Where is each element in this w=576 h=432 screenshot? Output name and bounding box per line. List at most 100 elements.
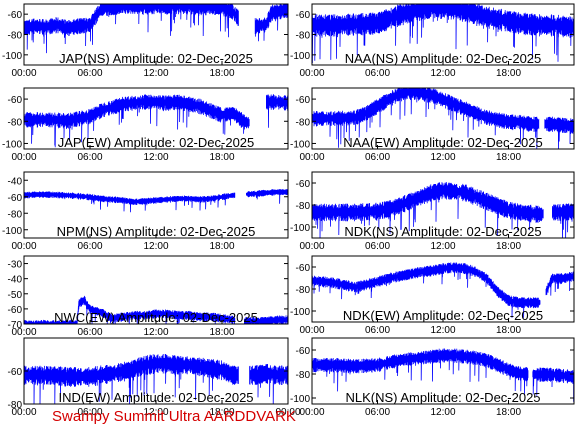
panel-9-ytick-label-2: -100: [290, 394, 310, 405]
panel-5-ytick-label-1: -80: [296, 201, 311, 212]
panel-5-series-0: [312, 182, 574, 238]
panel-9-ytick-label-0: -60: [296, 346, 311, 357]
panel-0-title: JAP(NS) Amplitude: 02-Dec-2025: [59, 51, 253, 66]
panel-7-xtick-label-2: 12:00: [430, 325, 455, 336]
panel-8-xtick-label-3: 18:00: [209, 407, 234, 418]
panel-2-xtick-label-0: 00:00: [11, 152, 36, 163]
panel-8-ytick-label-1: -80: [8, 400, 23, 411]
panel-5: -60 -80 -100 00:00 06:00 12:00 18:00 NDK(NS) Am…: [290, 171, 575, 252]
panel-2-series-0: [24, 94, 288, 148]
panel-5-xtick-label-0: 00:00: [299, 241, 324, 252]
panel-6-ytick-label-2: -50: [8, 290, 23, 301]
panel-7-xtick-label-1: 06:00: [365, 325, 390, 336]
panel-4-xtick-label-1: 06:00: [77, 241, 102, 252]
station-footer: Swampy Summit Ultra AARDDVARK: [52, 408, 296, 425]
panel-6-xtick-label-3: 18:00: [209, 327, 234, 338]
panel-8-ytick-label-0: -60: [8, 367, 23, 378]
panel-4-ytick-label-0: -40: [8, 176, 23, 187]
panel-1-title: NAA(NS) Amplitude: 02-Dec-2025: [345, 51, 542, 66]
panel-6-title: NWC(EW) Amplitude: 02-Dec-2025: [54, 310, 258, 325]
panel-9-xtick-label-1: 06:00: [365, 407, 390, 418]
panel-6-series-0: [24, 295, 288, 324]
panel-6-ytick-label-0: -30: [8, 260, 23, 271]
panel-3: -60 -80 -100 00:00 06:00 12:00 18:00 NAA(EW) Am…: [290, 87, 575, 163]
panel-2-ytick-label-0: -60: [8, 95, 23, 106]
panel-3-xtick-label-1: 06:00: [365, 152, 390, 163]
panel-7-xtick-label-0: 00:00: [299, 325, 324, 336]
panel-6-ytick-label-1: -40: [8, 275, 23, 286]
panel-8-xtick-label-1: 06:00: [77, 407, 102, 418]
panel-3-xtick-label-3: 18:00: [496, 152, 521, 163]
panel-3-xtick-label-2: 12:00: [430, 152, 455, 163]
panel-4-ytick-label-2: -80: [8, 209, 23, 220]
panel-6-xtick-label-2: 12:00: [143, 327, 168, 338]
panel-3-xtick-label-0: 00:00: [299, 152, 324, 163]
panel-4-ytick-label-1: -60: [8, 193, 23, 204]
panel-2: -60 -80 -100 00:00 06:00 12:00 18:00 JAP(EW) Am…: [2, 87, 289, 163]
panel-1-xtick-label-2: 12:00: [430, 68, 455, 79]
panel-2-xtick-label-2: 12:00: [143, 152, 168, 163]
panel-0-xtick-label-2: 12:00: [143, 68, 168, 79]
panel-9: -60 -80 -100 00:00 06:00 12:00 18:00 NLK(NS) Am…: [290, 337, 575, 418]
panel-9-series-0: [312, 348, 574, 402]
panel-5-xtick-label-1: 06:00: [365, 241, 390, 252]
panel-0-xtick-label-3: 18:00: [209, 68, 234, 79]
panel-5-xtick-label-3: 18:00: [496, 241, 521, 252]
panel-6-xtick-label-0: 00:00: [11, 327, 36, 338]
panel-4-xtick-label-2: 12:00: [143, 241, 168, 252]
panel-0-ytick-label-0: -60: [8, 10, 23, 21]
panel-8-series-0: [24, 353, 288, 404]
panel-1-xtick-label-1: 06:00: [365, 68, 390, 79]
panel-3-ytick-label-0: -60: [296, 95, 311, 106]
panel-7-xtick-label-3: 18:00: [496, 325, 521, 336]
panel-4-xtick-label-3: 18:00: [209, 241, 234, 252]
panel-7-title: NDK(EW) Amplitude: 02-Dec-2025: [343, 308, 543, 323]
panel-7-ytick-label-0: -60: [296, 263, 311, 274]
panel-2-ytick-label-1: -80: [8, 117, 23, 128]
panel-1-xtick-label-0: 00:00: [299, 68, 324, 79]
panel-8-xtick-label-0: 00:00: [11, 407, 36, 418]
panel-3-title: NAA(EW) Amplitude: 02-Dec-2025: [343, 135, 542, 150]
panel-6-xtick-label-1: 06:00: [77, 327, 102, 338]
panel-0-xtick-label-1: 06:00: [77, 68, 102, 79]
panel-5-ytick-label-2: -100: [290, 223, 310, 234]
panel-1-ytick-label-0: -60: [296, 10, 311, 21]
panel-1: -60 -80 -100 00:00 06:00 12:00 18:00 NAA(NS) Am…: [290, 3, 575, 79]
panel-5-ytick-label-0: -60: [296, 179, 311, 190]
panel-8-title: IND(EW) Amplitude: 02-Dec-2025: [58, 390, 253, 405]
panel-0-series-0: [24, 4, 288, 54]
panel-1-ytick-label-1: -80: [296, 31, 311, 42]
panel-9-title: NLK(NS) Amplitude: 02-Dec-2025: [345, 390, 540, 405]
panel-9-xtick-label-3: 18:00: [496, 407, 521, 418]
panel-7-ytick-label-2: -100: [290, 307, 310, 318]
panel-1-series-0: [312, 4, 574, 64]
panel-8-xtick-label-2: 12:00: [143, 407, 168, 418]
panel-2-ytick-label-2: -100: [2, 139, 22, 150]
panel-6-ytick-label-4: -70: [8, 320, 23, 331]
panel-3-series-0: [312, 88, 574, 149]
panel-5-xtick-label-2: 12:00: [430, 241, 455, 252]
panel-4-ytick-label-3: -100: [2, 226, 22, 237]
panel-4-series-0: [24, 189, 288, 213]
panel-1-xtick-label-3: 18:00: [496, 68, 521, 79]
panel-0-ytick-label-2: -100: [2, 51, 22, 62]
panel-1-ytick-label-2: -100: [290, 51, 310, 62]
panel-7: -60 -80 -100 00:00 06:00 12:00 18:00 NDK(EW) Am…: [290, 255, 575, 336]
panel-7-ytick-label-1: -80: [296, 285, 311, 296]
panel-4-title: NPM(NS) Amplitude: 02-Dec-2025: [57, 224, 256, 239]
panel-4: -40 -60 -80 -100 00:00 06:00 12:00 18:00 NPM(NS)…: [2, 171, 289, 252]
panel-2-title: JAP(EW) Amplitude: 02-Dec-2025: [58, 135, 255, 150]
panel-9-ytick-label-1: -80: [296, 370, 311, 381]
panel-2-xtick-label-3: 18:00: [209, 152, 234, 163]
panel-5-title: NDK(NS) Amplitude: 02-Dec-2025: [344, 224, 541, 239]
panel-3-ytick-label-1: -80: [296, 117, 311, 128]
panel-3-ytick-label-2: -100: [290, 139, 310, 150]
panel-0-ytick-label-1: -80: [8, 31, 23, 42]
panel-9-xtick-label-2: 12:00: [430, 407, 455, 418]
panel-7-series-0: [312, 262, 574, 318]
panel-8-xtick-label-4: 00:00: [275, 407, 300, 418]
panel-9-xtick-label-0: 00:00: [299, 407, 324, 418]
